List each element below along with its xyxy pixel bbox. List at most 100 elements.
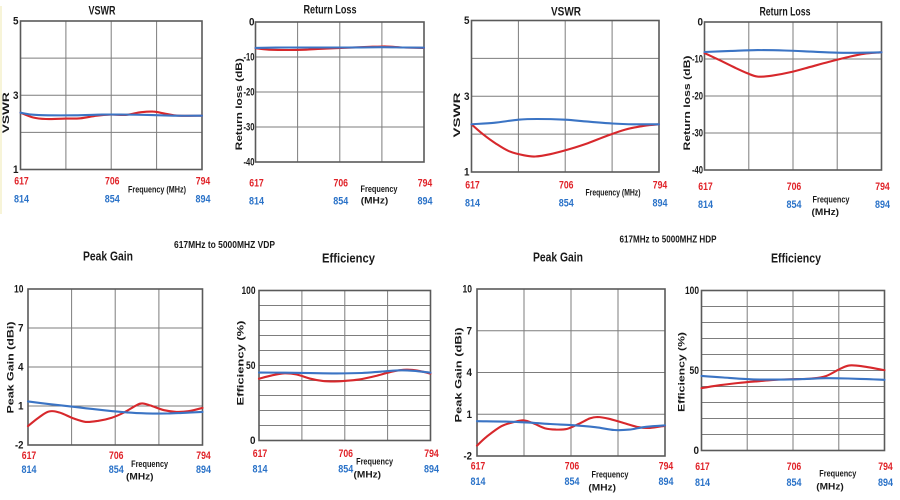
svg-text:706: 706 — [565, 461, 580, 473]
svg-text:854: 854 — [559, 198, 575, 210]
svg-text:894: 894 — [424, 464, 440, 476]
svg-text:(MHz): (MHz) — [354, 470, 382, 481]
svg-text:5: 5 — [13, 16, 19, 28]
svg-text:50: 50 — [690, 365, 700, 377]
svg-text:814: 814 — [698, 199, 714, 211]
svg-text:854: 854 — [338, 464, 354, 476]
svg-text:3: 3 — [13, 90, 19, 102]
svg-text:Frequency: Frequency — [131, 459, 169, 470]
svg-text:(MHz): (MHz) — [816, 482, 844, 493]
svg-text:-30: -30 — [692, 128, 703, 140]
svg-text:Return loss (dB): Return loss (dB) — [682, 56, 692, 151]
svg-text:Efficiency: Efficiency — [771, 252, 821, 266]
svg-text:10: 10 — [14, 284, 24, 296]
svg-text:Frequency (MHz): Frequency (MHz) — [128, 184, 186, 195]
svg-text:Peak Gain (dBi): Peak Gain (dBi) — [6, 321, 16, 413]
svg-text:Peak Gain: Peak Gain — [83, 250, 133, 264]
svg-text:Frequency: Frequency — [361, 184, 399, 195]
svg-text:617: 617 — [695, 461, 710, 473]
svg-text:VSWR: VSWR — [1, 91, 11, 133]
svg-text:617: 617 — [22, 450, 37, 462]
svg-text:706: 706 — [787, 181, 802, 193]
svg-text:894: 894 — [418, 196, 434, 208]
svg-text:1: 1 — [18, 401, 24, 413]
svg-text:617: 617 — [249, 178, 264, 190]
svg-text:Efficiency: Efficiency — [322, 252, 375, 266]
svg-text:0: 0 — [250, 435, 256, 447]
svg-text:7: 7 — [18, 323, 24, 335]
svg-text:-2: -2 — [15, 440, 24, 452]
svg-text:1: 1 — [464, 167, 470, 179]
svg-text:Efficiency (%): Efficiency (%) — [677, 332, 687, 412]
svg-text:814: 814 — [695, 477, 711, 489]
svg-text:794: 794 — [418, 178, 433, 190]
svg-text:Return Loss: Return Loss — [760, 5, 811, 19]
svg-text:-40: -40 — [244, 157, 255, 169]
svg-text:894: 894 — [878, 477, 894, 489]
svg-text:(MHz): (MHz) — [588, 483, 616, 494]
svg-text:Peak Gain: Peak Gain — [533, 251, 583, 265]
svg-text:814: 814 — [22, 464, 38, 476]
svg-text:794: 794 — [875, 181, 890, 193]
svg-text:617: 617 — [14, 176, 29, 188]
svg-text:-30: -30 — [244, 122, 255, 134]
svg-text:617MHz to 5000MHZ HDP: 617MHz to 5000MHZ HDP — [620, 235, 717, 246]
svg-text:VSWR: VSWR — [452, 92, 462, 138]
svg-text:794: 794 — [196, 176, 211, 188]
svg-text:3: 3 — [464, 91, 470, 103]
svg-text:-10: -10 — [692, 54, 703, 66]
svg-text:(MHz): (MHz) — [126, 471, 154, 482]
svg-text:Frequency (MHz): Frequency (MHz) — [586, 188, 641, 199]
svg-text:814: 814 — [253, 464, 269, 476]
svg-text:854: 854 — [787, 477, 803, 489]
svg-text:854: 854 — [105, 194, 121, 206]
svg-text:Frequency: Frequency — [819, 469, 857, 480]
svg-text:Efficiency (%): Efficiency (%) — [236, 320, 246, 405]
svg-text:VSWR: VSWR — [551, 5, 581, 19]
svg-text:894: 894 — [875, 199, 891, 211]
svg-text:854: 854 — [333, 196, 349, 208]
svg-text:794: 794 — [878, 461, 893, 473]
svg-text:(MHz): (MHz) — [812, 207, 840, 218]
svg-text:VSWR: VSWR — [89, 4, 116, 18]
svg-text:-20: -20 — [692, 91, 703, 103]
svg-text:617MHz to 5000MHZ VDP: 617MHz to 5000MHZ VDP — [174, 240, 275, 251]
svg-text:Frequency: Frequency — [592, 470, 630, 481]
svg-text:(MHz): (MHz) — [361, 196, 389, 207]
svg-text:814: 814 — [471, 476, 487, 488]
svg-text:794: 794 — [424, 448, 439, 460]
svg-text:706: 706 — [339, 448, 354, 460]
svg-text:100: 100 — [685, 285, 699, 297]
svg-text:7: 7 — [467, 325, 473, 337]
svg-text:0: 0 — [694, 445, 700, 457]
svg-text:-20: -20 — [244, 87, 255, 99]
svg-text:Peak Gain (dBi): Peak Gain (dBi) — [454, 327, 464, 422]
svg-text:Return loss (dB): Return loss (dB) — [234, 58, 244, 150]
svg-text:706: 706 — [559, 180, 574, 192]
svg-text:Return Loss: Return Loss — [304, 3, 357, 17]
svg-text:-10: -10 — [244, 52, 255, 64]
svg-text:50: 50 — [246, 360, 256, 372]
svg-text:5: 5 — [464, 15, 470, 27]
svg-text:814: 814 — [465, 198, 481, 210]
svg-text:706: 706 — [787, 461, 802, 473]
svg-text:854: 854 — [787, 199, 803, 211]
svg-text:4: 4 — [467, 367, 473, 379]
svg-text:4: 4 — [18, 362, 24, 374]
svg-text:-2: -2 — [464, 451, 473, 463]
svg-text:617: 617 — [471, 461, 486, 473]
svg-text:Frequency: Frequency — [356, 457, 394, 468]
svg-text:794: 794 — [653, 180, 668, 192]
svg-text:706: 706 — [109, 450, 124, 462]
svg-text:0: 0 — [249, 17, 255, 29]
svg-text:617: 617 — [465, 180, 480, 192]
svg-text:854: 854 — [565, 476, 581, 488]
svg-text:100: 100 — [242, 285, 256, 297]
svg-text:814: 814 — [14, 194, 30, 206]
svg-text:-40: -40 — [692, 165, 703, 177]
svg-text:894: 894 — [196, 194, 212, 206]
svg-text:854: 854 — [109, 464, 125, 476]
svg-text:10: 10 — [463, 284, 473, 296]
svg-text:894: 894 — [196, 464, 212, 476]
svg-text:617: 617 — [698, 181, 713, 193]
